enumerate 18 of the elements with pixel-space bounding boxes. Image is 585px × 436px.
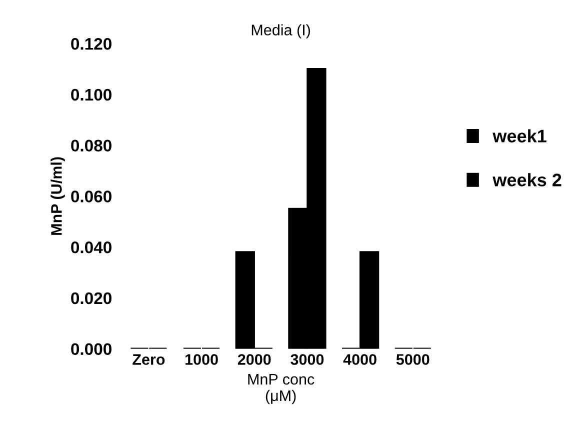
x-tick-label: 1000	[186, 354, 218, 365]
y-tick-label: 0.080	[71, 140, 112, 152]
x-tick-label: Zero	[132, 354, 165, 365]
x-tick-label: 5000	[396, 354, 430, 365]
legend-label: week1	[492, 129, 546, 142]
y-tick-label: 0.000	[71, 343, 112, 356]
x-tick-label: 4000	[343, 354, 376, 365]
x-tick-label: 3000	[290, 354, 324, 365]
y-tick-label: 0.060	[71, 190, 112, 202]
y-tick-label: 0.040	[71, 241, 112, 254]
y-tick-label: 0.020	[71, 292, 112, 304]
y-tick-label: 0.120	[71, 38, 112, 50]
chart-title: Media (I)	[252, 24, 310, 38]
y-tick-label: 0.100	[71, 88, 112, 101]
x-axis-title: MnP conc (μM)	[248, 374, 314, 404]
y-axis-title: MnP (U/ml)	[50, 157, 65, 235]
x-tick-label: 2000	[238, 354, 271, 365]
legend-label: weeks 2	[492, 173, 562, 186]
